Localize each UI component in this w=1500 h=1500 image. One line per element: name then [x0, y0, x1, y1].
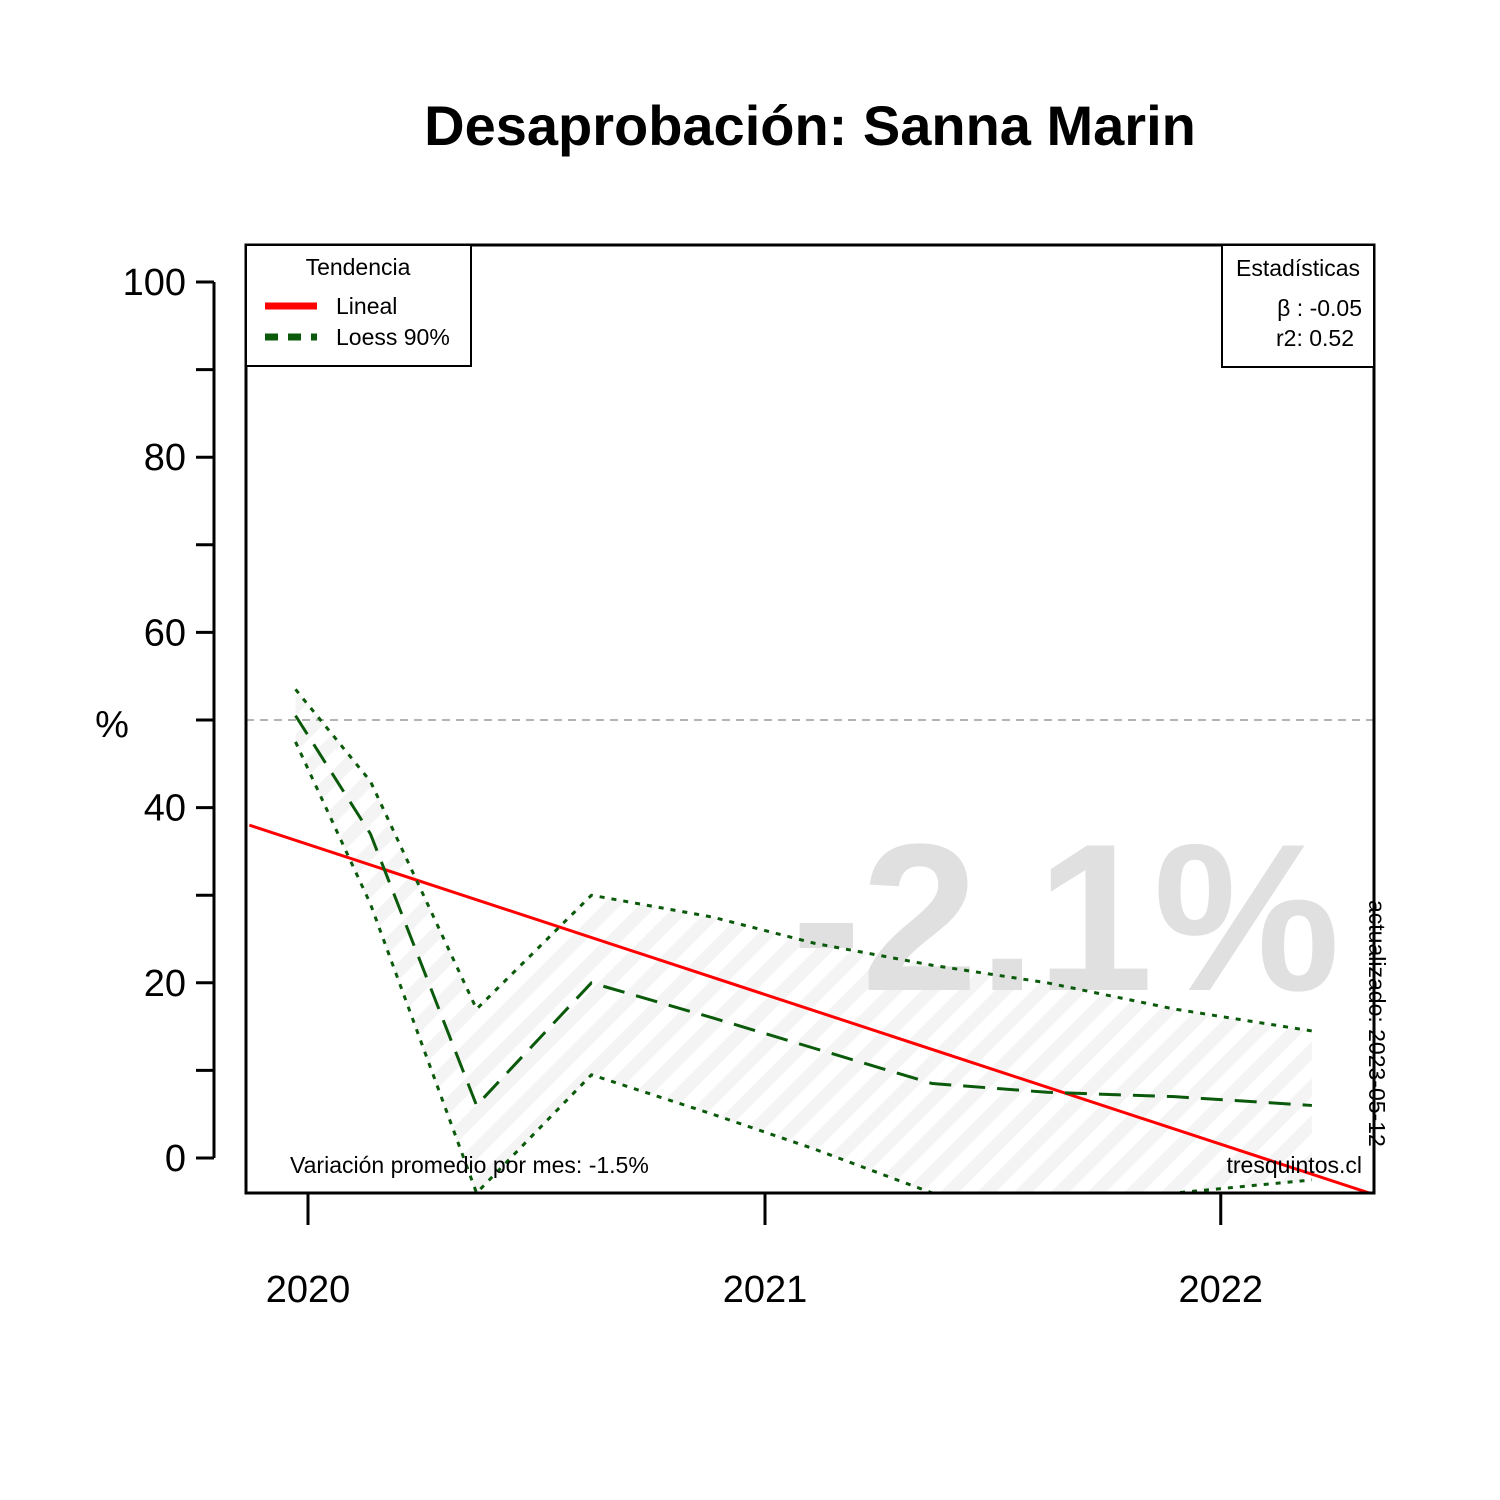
legend-label-loess: Loess 90% [336, 324, 450, 350]
y-axis-label: % [95, 704, 129, 746]
legend-title: Tendencia [306, 254, 411, 280]
x-tick-label: 2022 [1178, 1269, 1263, 1311]
x-tick-label: 2021 [723, 1269, 808, 1311]
big-percent-label: -2.1% [791, 800, 1340, 1035]
legend: Tendencia Lineal Loess 90% [245, 244, 472, 367]
y-tick-label: 40 [144, 788, 186, 830]
series-line-lineal [248, 823, 1370, 1193]
series-line-upper-bound [294, 688, 1313, 1033]
y-tick-label: 20 [144, 963, 186, 1005]
monthly-variation-note: Variación promedio por mes: -1.5% [290, 1152, 649, 1178]
y-tick-label: 0 [165, 1138, 186, 1180]
source-note: tresquintos.cl [1226, 1152, 1362, 1178]
x-axis: 2020 2021 2022 [266, 1193, 1263, 1311]
y-tick-label: 60 [144, 612, 186, 654]
stats-box: Estadísticas β : -0.05 r2: 0.52 [1221, 244, 1375, 368]
updated-note: actualizado: 2023-05-12 [1364, 900, 1390, 1147]
stats-beta: β : -0.05 [1277, 295, 1362, 321]
x-tick-label: 2020 [266, 1269, 351, 1311]
y-axis: 0 20 40 60 80 100 [123, 262, 216, 1180]
chart-title: Desaprobación: Sanna Marin [424, 94, 1196, 157]
legend-label-lineal: Lineal [336, 293, 397, 319]
series-line-lower-bound [294, 741, 1313, 1193]
plot-frame [244, 243, 1376, 1195]
stats-box-frame [1221, 244, 1375, 368]
confidence-band [295, 689, 1312, 1193]
stats-r2: r2: 0.52 [1276, 325, 1354, 351]
series-line-loess [294, 714, 1312, 1107]
y-tick-label: 80 [144, 437, 186, 479]
y-tick-label: 100 [123, 262, 186, 304]
stats-title: Estadísticas [1236, 255, 1360, 281]
